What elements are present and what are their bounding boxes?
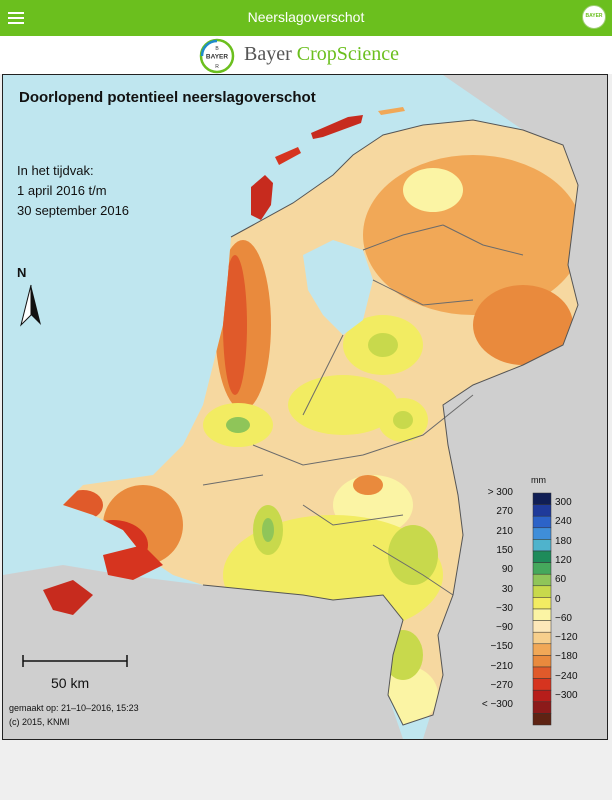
svg-text:B: B	[215, 46, 219, 52]
period-line-3: 30 september 2016	[17, 203, 130, 218]
vlieland-island	[275, 147, 301, 165]
scale-label: 50 km	[51, 675, 90, 691]
belgium-land	[3, 565, 403, 739]
period-line-1: In het tijdvak:	[17, 163, 94, 178]
period-line-2: 1 april 2016 t/m	[17, 183, 107, 198]
legend-swatch	[532, 504, 552, 517]
legend-left-label: 150	[496, 544, 513, 556]
page-title: Neerslagoverschot	[247, 9, 365, 25]
legend-swatch	[532, 608, 552, 621]
legend-swatch	[532, 562, 552, 575]
legend-swatch	[532, 643, 552, 656]
legend-right-label: −120	[555, 632, 578, 644]
north-label: N	[17, 265, 27, 280]
legend-swatch	[532, 678, 552, 691]
precipitation-map: Doorlopend potentieel neerslagoverschot …	[2, 74, 608, 740]
zeeland-island-1	[43, 580, 93, 615]
made-on-text: gemaakt op: 21–10–2016, 15:23	[9, 703, 139, 713]
texel-island	[251, 175, 273, 220]
legend-swatch	[532, 539, 552, 552]
province-borders	[202, 224, 524, 596]
brand-cropscience: CropScience	[296, 43, 399, 65]
bayer-logo-icon[interactable]: BAYER	[582, 5, 606, 29]
legend-right-label: 240	[555, 516, 572, 528]
bayer-cross-logo: BAYER B R	[199, 38, 235, 74]
legend-swatch	[532, 713, 552, 726]
legend-right-label: 180	[555, 535, 572, 547]
zeeland-island-2	[103, 545, 163, 580]
legend-left-label: > 300	[487, 487, 513, 498]
ijsselmeer	[303, 240, 373, 335]
brand-name: Bayer CropScience	[244, 43, 399, 66]
scale-bar	[22, 655, 128, 667]
legend-left-label: 30	[501, 583, 513, 595]
legend-left-label: 210	[496, 525, 513, 537]
svg-text:BAYER: BAYER	[206, 54, 228, 61]
svg-text:R: R	[215, 64, 219, 70]
period-text: In het tijdvak: 1 april 2016 t/m 30 sept…	[17, 161, 129, 221]
brand-bayer: Bayer	[244, 43, 292, 65]
legend-swatch	[532, 550, 552, 563]
legend-right-label: −300	[555, 690, 578, 701]
menu-icon[interactable]	[8, 8, 28, 28]
legend-left-label: −90	[496, 622, 513, 634]
legend-swatch	[532, 585, 552, 598]
legend-swatch	[532, 597, 552, 610]
legend-right-label: 0	[555, 593, 561, 605]
brand-bar	[0, 36, 612, 74]
legend-swatch	[532, 527, 552, 540]
legend-left-label: −210	[490, 660, 513, 672]
legend-swatch	[532, 689, 552, 703]
legend-left-label: < −300	[481, 699, 513, 711]
legend-left-label: −150	[490, 641, 513, 653]
ameland-island	[378, 107, 405, 115]
app-header: Neerslagoverschot BAYER	[0, 0, 612, 36]
legend-right-label: −180	[555, 651, 578, 663]
map-title: Doorlopend potentieel neerslagoverschot	[19, 89, 316, 106]
map-canvas	[3, 75, 607, 739]
legend-swatch	[532, 655, 552, 668]
legend-swatch	[532, 620, 552, 633]
legend-left-label: 90	[501, 564, 513, 576]
legend-right-label: 60	[555, 574, 567, 586]
legend-left-label: −270	[490, 680, 513, 691]
legend-left-label: 270	[496, 506, 513, 518]
copyright-text: (c) 2015, KNMI	[9, 717, 70, 727]
legend-right-label: 300	[555, 497, 572, 508]
country-border	[202, 119, 579, 726]
legend-swatch	[532, 515, 552, 529]
legend-swatch	[532, 666, 552, 679]
neighbour-land	[423, 75, 607, 739]
legend-right-label: −240	[555, 670, 578, 682]
legend-right-label: 120	[555, 554, 572, 566]
bottom-area	[0, 740, 612, 800]
legend-swatch	[532, 573, 552, 587]
legend-color-scale	[532, 492, 552, 726]
legend-swatch	[532, 631, 552, 645]
legend-swatch	[532, 492, 552, 505]
legend-swatch	[532, 701, 552, 714]
legend-unit: mm	[531, 475, 546, 485]
legend-left-label: −30	[496, 602, 513, 614]
legend-right-label: −60	[555, 612, 572, 624]
terschelling-island	[311, 115, 363, 139]
north-arrow	[20, 284, 41, 327]
